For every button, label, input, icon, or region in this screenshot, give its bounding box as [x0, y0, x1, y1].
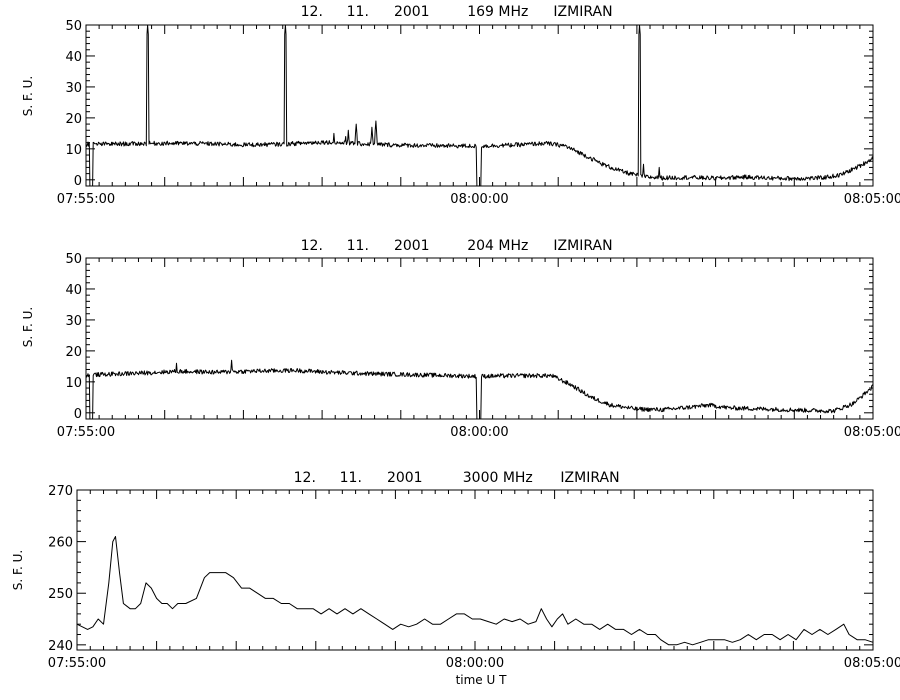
title-observatory: IZMIRAN [553, 238, 612, 254]
x-tick-label: 07:55:00 [57, 192, 115, 207]
y-tick-label: 40 [65, 283, 82, 298]
title-month: 11. [347, 238, 369, 254]
title-frequency: 3000 MHz [463, 470, 533, 486]
x-tick-label: 08:05:00 [844, 192, 900, 207]
y-tick-label: 10 [65, 376, 82, 391]
x-tick-label: 08:05:00 [844, 656, 900, 671]
y-tick-label: 260 [48, 536, 73, 551]
title-observatory: IZMIRAN [553, 4, 612, 20]
y-tick-label: 40 [65, 50, 82, 65]
title-day: 12. [301, 238, 323, 254]
y-tick-label: 10 [65, 143, 82, 158]
title-observatory: IZMIRAN [560, 470, 619, 486]
y-tick-label: 30 [65, 81, 82, 96]
y-axis-label: S. F. U. [11, 550, 25, 590]
title-year: 2001 [394, 4, 430, 20]
title-year: 2001 [387, 470, 423, 486]
chart-title: 12. 11. 2001 169 MHz IZMIRAN [301, 4, 613, 20]
title-month: 11. [340, 470, 362, 486]
x-tick-label: 08:00:00 [446, 656, 504, 671]
panel-204mhz: 12. 11. 2001 204 MHz IZMIRAN 0 10 20 30 40 50… [21, 238, 900, 440]
chart-title: 12. 11. 2001 204 MHz IZMIRAN [301, 238, 613, 254]
series-line [76, 536, 874, 646]
y-tick-label: 20 [65, 112, 82, 127]
panel-169mhz: 12. 11. 2001 169 MHz IZMIRAN 0 10 20 30 40 50… [21, 4, 900, 207]
y-tick-label: 50 [65, 252, 82, 267]
x-tick-label: 08:05:00 [844, 425, 900, 440]
y-tick-label: 240 [48, 639, 73, 654]
title-day: 12. [294, 470, 316, 486]
y-tick-label: 20 [65, 345, 82, 360]
x-tick-label: 08:00:00 [450, 425, 508, 440]
chart-title: 12. 11. 2001 3000 MHz IZMIRAN [294, 470, 620, 486]
x-tick-label: 07:55:00 [57, 425, 115, 440]
y-tick-label: 0 [74, 174, 82, 189]
y-tick-label: 270 [48, 484, 73, 499]
series-line [85, 359, 874, 420]
x-tick-label: 07:55:00 [48, 656, 106, 671]
title-day: 12. [301, 4, 323, 20]
x-tick-label: 08:00:00 [450, 192, 508, 207]
y-tick-label: 0 [74, 407, 82, 422]
plot-frame [85, 257, 874, 420]
title-month: 11. [347, 4, 369, 20]
y-axis-label: S. F. U. [21, 307, 35, 347]
series-line [85, 24, 874, 187]
y-tick-label: 30 [65, 314, 82, 329]
plot-frame [85, 24, 874, 187]
y-axis-label: S. F. U. [21, 76, 35, 116]
y-tick-label: 250 [48, 587, 73, 602]
panel-3000mhz: 12. 11. 2001 3000 MHz IZMIRAN 240 250 260 2… [11, 470, 900, 671]
title-frequency: 204 MHz [467, 238, 528, 254]
title-frequency: 169 MHz [467, 4, 528, 20]
plot-frame [76, 489, 874, 651]
y-tick-label: 50 [65, 19, 82, 34]
x-axis-label: time U T [456, 673, 508, 687]
title-year: 2001 [394, 238, 430, 254]
